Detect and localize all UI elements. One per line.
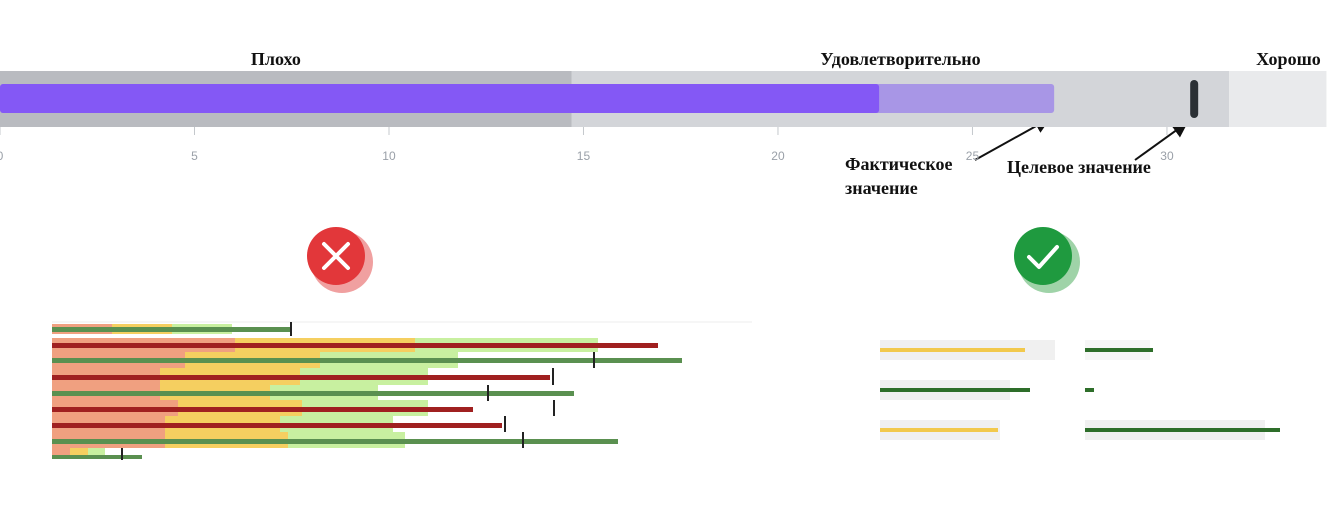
target: [1190, 80, 1199, 118]
x-tick-label: 30: [1160, 149, 1174, 163]
good-icon: [1014, 227, 1080, 293]
x-tick-label: 15: [577, 149, 591, 163]
x-tick-label: 20: [771, 149, 785, 163]
good-example: [880, 340, 1280, 440]
bad-icon: [307, 227, 373, 293]
annotation: Целевое значение: [1007, 157, 1151, 177]
bad-example: [52, 321, 752, 460]
range-label: Хорошо: [1256, 49, 1321, 69]
x-tick-label: 25: [966, 149, 980, 163]
x-tick-label: 10: [382, 149, 396, 163]
arrow: [1134, 121, 1189, 161]
range-label: Удовлетворительно: [820, 49, 980, 69]
range: [1229, 71, 1327, 127]
range-label: Плохо: [251, 49, 301, 69]
annotation: Фактическое значение: [845, 154, 953, 198]
bar: [0, 84, 880, 113]
bullet: Плохо Удовлетворительно Хорошо 0 5 10 15 20 25 30: [0, 49, 1327, 163]
x-tick-label: 0: [0, 149, 4, 163]
x-tick-label: 5: [191, 149, 198, 163]
